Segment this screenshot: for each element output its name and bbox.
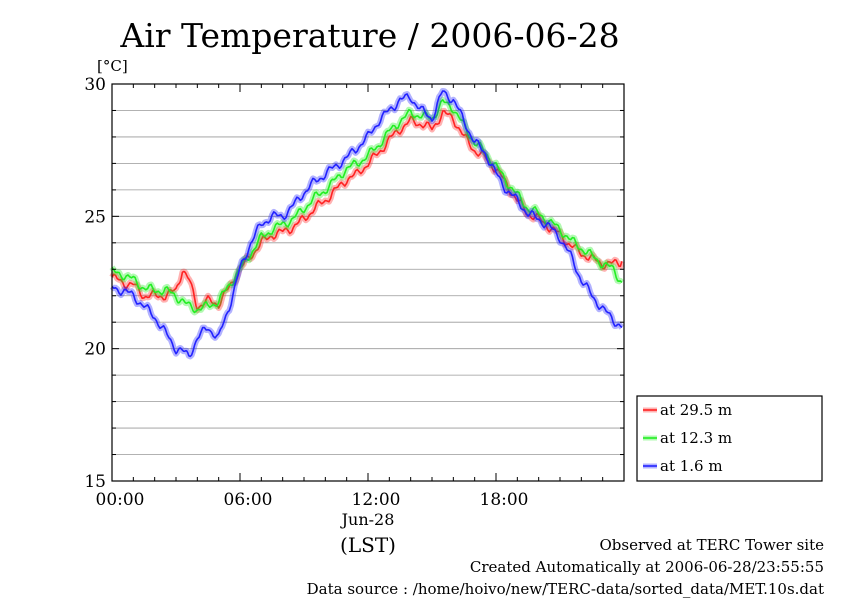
y-tick-label: 15: [84, 472, 106, 492]
x-axis-label: (LST): [340, 533, 396, 557]
series-line: [111, 110, 623, 311]
y-axis-label: [°C]: [97, 57, 128, 75]
series-line: [111, 99, 623, 314]
footer-source: Data source : /home/hoivo/new/TERC-data/…: [306, 580, 824, 598]
y-tick-label: 30: [84, 75, 106, 95]
legend-label: at 12.3 m: [660, 429, 732, 447]
chart-title: Air Temperature / 2006-06-28: [120, 16, 620, 55]
y-tick-label: 20: [84, 340, 106, 360]
legend-label: at 1.6 m: [660, 457, 723, 475]
x-tick-label: 18:00: [480, 490, 529, 510]
series-halo: [109, 88, 625, 360]
footer-observed: Observed at TERC Tower site: [599, 536, 824, 554]
x-tick-label: 12:00: [352, 490, 401, 510]
series-layer: [109, 88, 625, 360]
legend-label: at 29.5 m: [660, 401, 732, 419]
series-line: [111, 90, 623, 358]
legend-box: [636, 395, 823, 482]
footer-created: Created Automatically at 2006-06-28/23:5…: [469, 558, 824, 576]
legend: at 29.5 m at 12.3 m at 1.6 m: [636, 395, 823, 482]
x-tick-label: 00:00: [96, 490, 145, 510]
x-tick-label: 06:00: [224, 490, 273, 510]
y-tick-label: 25: [84, 207, 106, 227]
axes: 15 20 25 30 00:00 06:00 12:00 18:00 Jun-28 (LST) […: [84, 57, 624, 557]
x-date-label: Jun-28: [340, 510, 395, 529]
